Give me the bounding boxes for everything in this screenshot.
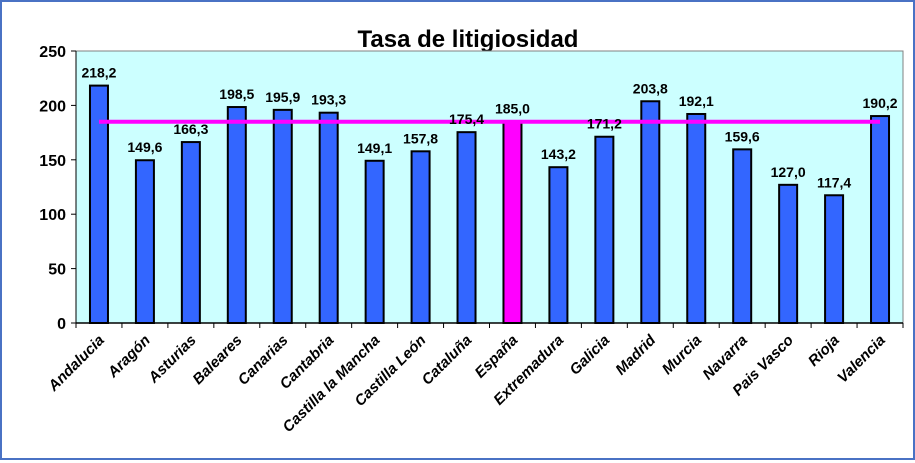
x-tick-label: Galicia xyxy=(566,332,613,379)
data-label: 127,0 xyxy=(771,164,806,180)
y-tick-label: 150 xyxy=(39,153,66,170)
data-label: 117,4 xyxy=(817,174,851,190)
data-label: 149,6 xyxy=(127,139,162,155)
data-label: 190,2 xyxy=(863,95,898,111)
bar xyxy=(640,100,661,325)
x-tick-label: Murcia xyxy=(659,332,705,378)
data-label: 157,8 xyxy=(403,130,438,146)
data-label: 185,0 xyxy=(495,101,530,117)
data-label: 193,3 xyxy=(311,92,346,108)
bar xyxy=(870,115,891,325)
data-label: 149,1 xyxy=(357,140,392,156)
data-label: 175,4 xyxy=(449,111,484,127)
bar xyxy=(318,111,339,324)
bar xyxy=(272,108,293,325)
data-label: 218,2 xyxy=(81,65,116,81)
y-tick-label: 200 xyxy=(39,98,66,115)
x-tick-label: Andalucia xyxy=(44,332,107,395)
data-label: 195,9 xyxy=(265,89,300,105)
y-tick-label: 100 xyxy=(39,207,66,224)
bar xyxy=(686,112,707,325)
chart-title: Tasa de litigiosidad xyxy=(358,26,579,53)
y-tick-label: 250 xyxy=(39,44,66,61)
y-tick-label: 50 xyxy=(48,262,66,279)
bar xyxy=(456,131,477,324)
bar xyxy=(502,120,523,324)
bar xyxy=(180,141,201,324)
bar xyxy=(594,135,615,324)
data-label: 171,2 xyxy=(587,116,622,132)
data-label: 198,5 xyxy=(219,86,254,102)
data-label: 203,8 xyxy=(633,80,668,96)
x-tick-label: Madrid xyxy=(612,331,659,378)
bar xyxy=(364,159,385,324)
bar xyxy=(824,194,845,324)
bar xyxy=(778,183,799,324)
data-label: 192,1 xyxy=(679,93,714,109)
data-label: 159,6 xyxy=(725,128,760,144)
data-label: 166,3 xyxy=(173,121,208,137)
bar xyxy=(732,148,753,324)
data-label: 143,2 xyxy=(541,146,576,162)
bar xyxy=(226,106,247,324)
bar xyxy=(134,159,155,324)
y-tick-label: 0 xyxy=(57,316,66,333)
bar xyxy=(410,150,431,324)
plot-area xyxy=(75,50,904,324)
bar xyxy=(548,166,569,324)
x-tick-label: Valencia xyxy=(834,332,889,387)
x-tick-label: Cataluña xyxy=(419,332,476,389)
x-tick-label: Rioja xyxy=(805,332,843,370)
